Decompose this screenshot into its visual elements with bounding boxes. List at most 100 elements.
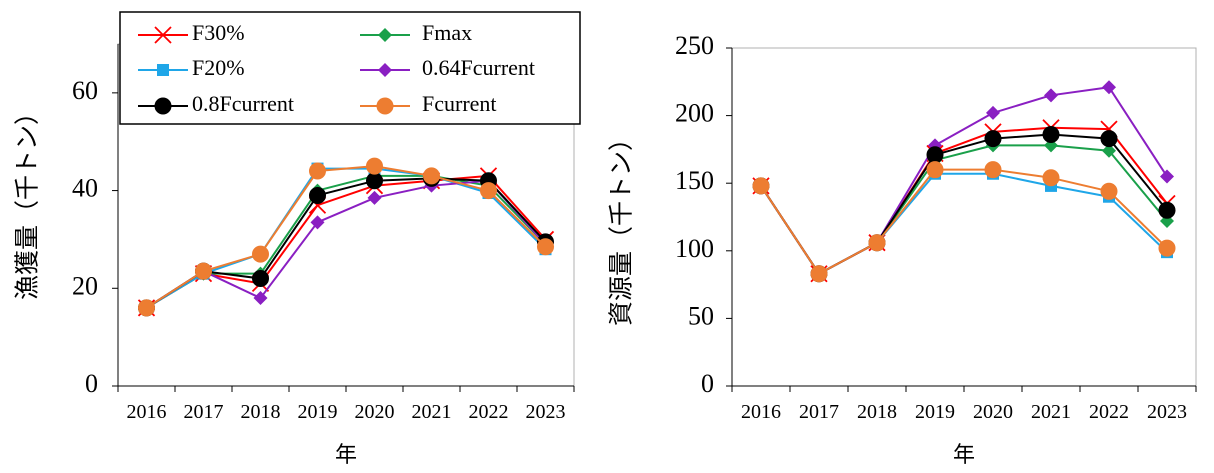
y-tick-label: 0 — [701, 369, 714, 398]
series-layer — [752, 80, 1176, 283]
legend-label: Fmax — [422, 20, 472, 45]
data-point-fcurrent — [868, 234, 886, 252]
data-point-fcurrent — [366, 157, 383, 175]
legend: F30% Fmax F20% 0.64Fcurrent 0.8Fcurrent Fcurr… — [119, 11, 581, 125]
legend-label: Fcurrent — [422, 91, 497, 116]
y-tick-label: 20 — [72, 271, 98, 300]
series-line-0-8fcurrent — [760, 133, 1168, 275]
x-tick-labels: 2016 2017 2018 2019 2020 2021 2022 2023 — [731, 386, 1197, 423]
y-tick-label: 50 — [688, 301, 714, 330]
y-tick-label: 250 — [675, 31, 714, 60]
data-point-0-8fcurrent — [366, 172, 383, 190]
x-axis-label: 年 — [335, 442, 357, 467]
y-tick-label: 200 — [675, 99, 714, 128]
y-tick-labels: 0 50 100 150 200 250 — [675, 31, 732, 398]
legend-label: 0.64Fcurrent — [422, 55, 535, 80]
series-line-fcurrent — [145, 165, 547, 309]
data-point-0-64fcurrent — [1160, 169, 1174, 184]
series-layer — [137, 157, 555, 317]
y-tick-label: 40 — [72, 174, 98, 203]
data-point-fcurrent — [423, 167, 440, 185]
data-point-0-64fcurrent — [986, 105, 1000, 120]
x-tick-label: 2023 — [526, 401, 566, 423]
data-point-0-64fcurrent — [367, 190, 382, 205]
legend-marker — [376, 97, 394, 115]
x-tick-label: 2016 — [127, 401, 167, 423]
x-tick-label: 2017 — [799, 401, 839, 423]
x-tick-label: 2021 — [1031, 401, 1071, 423]
x-tick-label: 2022 — [1089, 401, 1129, 423]
x-axis-label: 年 — [953, 442, 975, 467]
x-tick-label: 2017 — [184, 401, 224, 423]
legend-label: F20% — [192, 55, 245, 80]
data-point-fcurrent — [926, 161, 944, 179]
y-tick-label: 0 — [85, 369, 98, 398]
legend-label: 0.8Fcurrent — [192, 91, 294, 116]
data-point-0-8fcurrent — [252, 270, 269, 288]
data-point-0-64fcurrent — [1044, 88, 1058, 103]
legend-box — [119, 11, 581, 125]
series-line-0-8fcurrent — [145, 177, 547, 309]
x-tick-label: 2019 — [298, 401, 338, 423]
x-tick-label: 2018 — [857, 401, 897, 423]
data-point-fcurrent — [1158, 239, 1176, 257]
plot-area-frame — [731, 47, 1197, 387]
legend-item-f20pct: F20% — [138, 55, 245, 80]
x-tick-label: 2021 — [412, 401, 452, 423]
legend-item-0-64fcurrent: 0.64Fcurrent — [360, 55, 535, 80]
series-line-fmax — [760, 144, 1168, 275]
series-line-0-64fcurrent — [760, 86, 1168, 275]
data-point-fcurrent — [252, 245, 269, 263]
data-point-0-8fcurrent — [1158, 201, 1176, 219]
data-point-0-8fcurrent — [309, 186, 326, 204]
data-point-fcurrent — [195, 262, 212, 280]
data-point-0-64fcurrent — [310, 215, 325, 230]
data-point-fcurrent — [984, 161, 1002, 179]
data-point-fcurrent — [810, 265, 828, 283]
legend-item-f30pct: F30% — [138, 20, 245, 45]
legend-item-0-8fcurrent: 0.8Fcurrent — [138, 91, 294, 116]
legend-marker — [154, 97, 172, 115]
legend-marker — [378, 28, 392, 42]
y-tick-label: 150 — [675, 166, 714, 195]
data-point-0-8fcurrent — [1042, 126, 1060, 144]
data-point-fcurrent — [309, 162, 326, 180]
x-tick-label: 2018 — [241, 401, 281, 423]
data-point-fcurrent — [1042, 169, 1060, 187]
series-line-fmax — [145, 174, 547, 309]
legend-item-fcurrent: Fcurrent — [360, 91, 497, 116]
y-axis-label: 資源量（千トン） — [608, 126, 636, 326]
x-tick-label: 2016 — [741, 401, 781, 423]
legend-marker — [157, 64, 169, 76]
x-tick-label: 2019 — [915, 401, 955, 423]
biomass-chart: 0 50 100 150 200 250 2016 2017 2018 2019 2020 2021… — [608, 31, 1197, 467]
data-point-fmax — [1102, 143, 1116, 158]
data-point-0-8fcurrent — [1100, 130, 1118, 148]
data-point-fcurrent — [1100, 182, 1118, 200]
x-tick-label: 2022 — [469, 401, 509, 423]
legend-marker — [154, 26, 172, 44]
data-point-0-64fcurrent — [253, 291, 268, 306]
data-point-0-8fcurrent — [984, 130, 1002, 148]
x-tick-label: 2020 — [973, 401, 1013, 423]
legend-marker — [378, 63, 392, 77]
y-tick-labels: 0 20 40 60 — [72, 76, 118, 398]
x-tick-labels: 2016 2017 2018 2019 2020 2021 2022 2023 — [117, 386, 575, 423]
data-point-0-64fcurrent — [1102, 80, 1116, 95]
y-tick-label: 60 — [72, 76, 98, 105]
x-tick-label: 2023 — [1147, 401, 1187, 423]
data-point-fcurrent — [537, 238, 554, 256]
legend-item-fmax: Fmax — [360, 20, 472, 45]
data-point-fcurrent — [138, 299, 155, 317]
y-axis-label: 漁獲量（千トン） — [14, 100, 42, 300]
legend-label: F30% — [192, 20, 245, 45]
catch-chart: 0 20 40 60 2016 2017 2018 2019 2020 2021 2022 2023… — [14, 43, 575, 467]
y-tick-label: 100 — [675, 234, 714, 263]
series-line-0-64fcurrent — [145, 179, 547, 309]
data-point-fcurrent — [480, 182, 497, 200]
x-tick-label: 2020 — [355, 401, 395, 423]
series-line-fcurrent — [760, 168, 1168, 275]
data-point-fcurrent — [752, 177, 770, 195]
data-point-0-8fcurrent — [926, 146, 944, 164]
